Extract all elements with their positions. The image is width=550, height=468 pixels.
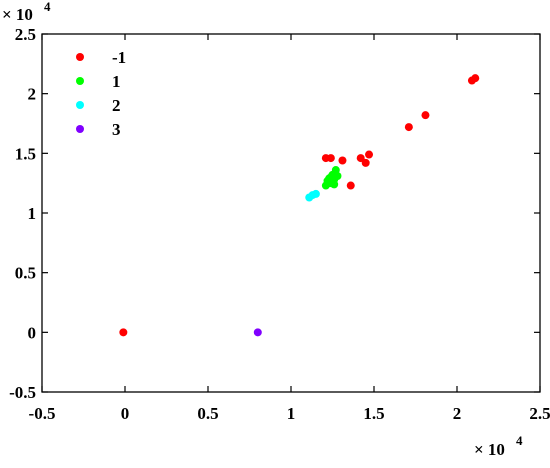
x-axis-multiplier: × 10 4 — [474, 433, 523, 459]
legend-marker — [76, 53, 84, 61]
x-tick-label: 0 — [121, 404, 130, 423]
x-tick-label: -0.5 — [29, 404, 56, 423]
y-multiplier-base: × 10 — [2, 5, 33, 24]
y-tick-label: 1 — [28, 204, 37, 223]
legend-label: 1 — [112, 72, 121, 91]
legend-marker — [76, 101, 84, 109]
x-tick-label: 1.5 — [363, 404, 384, 423]
y-multiplier-exponent: 4 — [44, 0, 51, 14]
data-point-series-3 — [253, 328, 262, 337]
ticks-layer: -0.5 0 0.5 1 1.5 2 2.5 -0.5 0 0.5 1 1.5 2 2.5 — [9, 25, 550, 423]
points-layer — [119, 74, 480, 337]
data-point-series-1 — [325, 179, 334, 188]
data-point-series-1 — [333, 172, 342, 181]
legend: -1 1 2 3 — [76, 48, 126, 139]
data-point-series-0 — [471, 74, 480, 83]
legend-marker — [76, 77, 84, 85]
data-point-series-0 — [421, 111, 430, 120]
x-tick-label: 0.5 — [197, 404, 218, 423]
x-multiplier-exponent: 4 — [516, 433, 523, 448]
x-tick-label: 1 — [287, 404, 296, 423]
data-point-series-0 — [361, 158, 370, 167]
x-tick-label: 2.5 — [529, 404, 550, 423]
legend-label: 2 — [112, 96, 121, 115]
data-point-series-0 — [404, 123, 413, 132]
x-tick-label: 2 — [453, 404, 462, 423]
data-point-series-0 — [119, 328, 128, 337]
legend-label: -1 — [112, 48, 126, 67]
y-tick-label: 1.5 — [15, 144, 36, 163]
x-multiplier-base: × 10 — [474, 440, 505, 459]
legend-marker — [76, 125, 84, 133]
data-point-series-0 — [338, 156, 347, 165]
y-tick-label: 0.5 — [15, 264, 36, 283]
data-point-series-0 — [346, 181, 355, 190]
y-tick-label: 0 — [28, 323, 37, 342]
legend-label: 3 — [112, 120, 121, 139]
y-tick-label: 2.5 — [15, 25, 36, 44]
data-point-series-0 — [356, 154, 365, 163]
y-axis-multiplier: × 10 4 — [2, 0, 51, 24]
data-point-series-0 — [326, 154, 335, 163]
data-point-series-2 — [311, 189, 320, 198]
y-tick-label: -0.5 — [9, 383, 36, 402]
y-tick-label: 2 — [28, 85, 37, 104]
data-point-series-0 — [365, 150, 374, 159]
